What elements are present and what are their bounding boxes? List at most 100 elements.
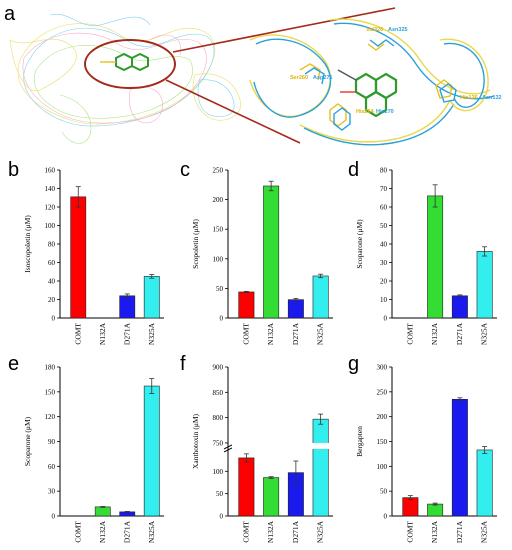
y-tick-label: 200 <box>213 196 224 204</box>
x-tick-label: N325A <box>480 520 489 543</box>
bar <box>94 506 111 517</box>
x-tick-label: N325A <box>480 322 489 345</box>
y-tick-label: 30 <box>380 259 388 267</box>
panel-letter-f: f <box>180 353 186 375</box>
bar <box>263 477 280 517</box>
y-axis-label: Scoparone (μM) <box>355 219 364 269</box>
x-tick-label: N132A <box>98 520 107 543</box>
y-tick-label: 750 <box>213 439 224 447</box>
y-tick-label: 120 <box>45 413 56 421</box>
x-tick-label: D271A <box>122 322 131 345</box>
x-tick-label: N132A <box>266 520 275 543</box>
ligand-closeup <box>337 69 398 118</box>
residue-label: His264 <box>356 109 375 115</box>
bar <box>238 457 255 517</box>
y-tick-label: 60 <box>380 204 388 212</box>
y-tick-label: 60 <box>48 463 56 471</box>
residue-label: Asp271 <box>313 75 333 81</box>
y-tick-label: 0 <box>220 315 224 323</box>
y-axis-label: Xanthotoxin (μM) <box>191 413 200 469</box>
bar <box>119 295 136 319</box>
y-tick-label: 140 <box>45 185 56 193</box>
y-tick-label: 90 <box>48 438 56 446</box>
y-tick-label: 20 <box>380 278 388 286</box>
callout-line-top <box>172 7 396 53</box>
y-tick-label: 50 <box>380 488 388 496</box>
panel-letter-a: a <box>4 3 16 25</box>
bar-chart-xanthotoxin: f 0 50 100 750 800 850 900 Xanthotoxin (μM) COMT… <box>180 353 333 543</box>
y-tick-label: 70 <box>380 185 388 193</box>
bar <box>263 185 280 319</box>
bar <box>451 295 468 319</box>
x-tick-label: N325A <box>147 322 156 345</box>
y-tick-label: 50 <box>380 222 388 230</box>
y-tick-label: 50 <box>216 285 224 293</box>
x-tick-label: N132A <box>430 322 439 345</box>
y-tick-label: 20 <box>48 296 56 304</box>
y-tick-label: 0 <box>384 315 388 323</box>
bar <box>143 385 160 517</box>
y-tick-label: 60 <box>48 259 56 267</box>
bar-chart-scopoletin: c 0 50 100 150 200 250 Scopoletin (μM) COMT N132… <box>180 159 333 345</box>
y-axis-label: Isoscopoletin (μM) <box>23 215 32 273</box>
y-tick-label: 850 <box>213 389 224 397</box>
y-tick-label: 0 <box>384 513 388 521</box>
bar-chart-bergapten: g 0 50 100 150 200 250 300 Bergapten COMT N132A D2… <box>348 353 497 543</box>
y-tick-label: 100 <box>377 463 388 471</box>
residue-label: His126 <box>460 95 478 101</box>
x-tick-label: N132A <box>98 322 107 345</box>
residue-labels: Val326 Asn325 Ser260 Asp271 His264 His27… <box>290 27 502 115</box>
y-tick-label: 10 <box>380 296 388 304</box>
bar <box>427 195 444 319</box>
bar <box>287 299 304 319</box>
y-tick-label: 0 <box>52 315 56 323</box>
bar-chart-scoparone-e: e 0 30 60 90 120 150 180 Scoparone (μM) COMT N132… <box>8 353 164 543</box>
panel-letter-b: b <box>8 159 19 181</box>
x-tick-label: N132A <box>266 322 275 345</box>
bar <box>476 449 493 517</box>
x-tick-label: N325A <box>316 322 325 345</box>
y-tick-label: 150 <box>213 226 224 234</box>
y-tick-label: 250 <box>213 167 224 175</box>
y-axis-label: Scoparone (μM) <box>23 416 32 466</box>
y-tick-label: 0 <box>52 513 56 521</box>
x-tick-label: D271A <box>291 322 300 345</box>
bar <box>312 418 329 517</box>
bar <box>143 276 160 319</box>
x-tick-label: COMT <box>73 521 82 543</box>
y-tick-label: 30 <box>48 488 56 496</box>
residue-label: Ser260 <box>290 75 308 81</box>
panel-letter-d: d <box>348 159 359 181</box>
y-tick-label: 900 <box>213 364 224 372</box>
callout-line-bottom <box>165 79 301 144</box>
bar-chart-scoparone-d: d 0 10 20 30 40 50 60 70 80 Scoparone (μM) COMT N13… <box>348 159 497 345</box>
y-axis-label: Scopoletin (μM) <box>191 219 200 269</box>
binding-site-closeup <box>249 18 495 146</box>
y-tick-label: 160 <box>45 167 56 175</box>
bar <box>70 196 87 319</box>
y-tick-label: 100 <box>213 255 224 263</box>
x-tick-label: COMT <box>405 521 414 543</box>
x-tick-label: N325A <box>147 520 156 543</box>
x-tick-label: COMT <box>405 323 414 345</box>
x-tick-label: D271A <box>291 520 300 543</box>
y-tick-label: 800 <box>213 414 224 422</box>
bar <box>451 398 468 517</box>
panel-letter-e: e <box>8 353 19 375</box>
y-tick-label: 80 <box>380 167 388 175</box>
x-tick-label: D271A <box>455 520 464 543</box>
residue-label: Val326 <box>366 27 383 33</box>
bar <box>402 497 419 517</box>
y-tick-label: 180 <box>45 364 56 372</box>
y-tick-label: 200 <box>377 413 388 421</box>
y-tick-label: 250 <box>377 388 388 396</box>
panel-letter-c: c <box>180 159 190 181</box>
y-axis-label: Bergapten <box>355 426 364 457</box>
y-tick-label: 150 <box>45 388 56 396</box>
y-tick-label: 50 <box>216 490 224 498</box>
bar <box>312 275 329 319</box>
residue-label: His270 <box>376 109 394 115</box>
protein-structure-panel: a <box>4 3 502 146</box>
y-tick-label: 40 <box>48 278 56 286</box>
